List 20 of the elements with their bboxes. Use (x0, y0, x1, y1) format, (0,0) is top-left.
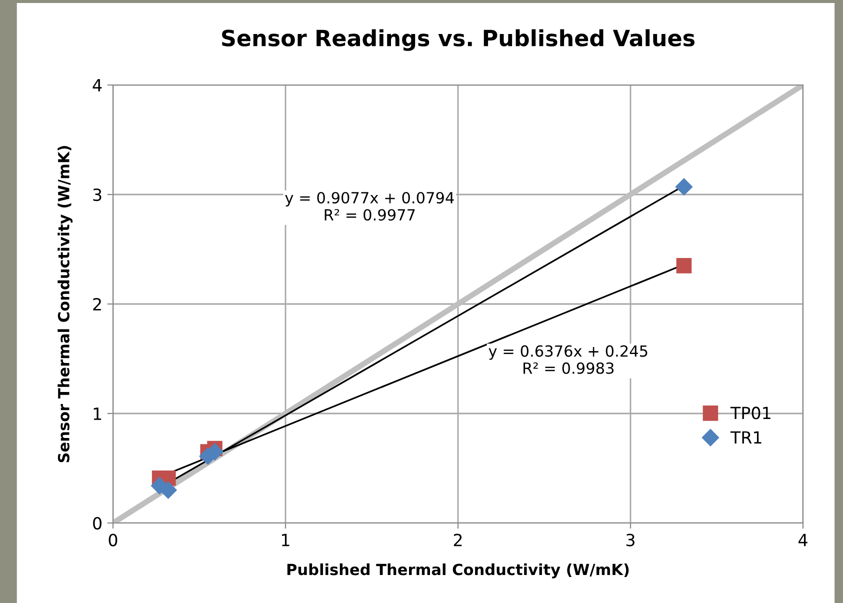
chart-title: Sensor Readings vs. Published Values (222, 29, 694, 51)
y-tick-label: 4 (92, 79, 102, 92)
x-tick-label: 4 (798, 534, 808, 546)
legend-label: TP01 (730, 406, 770, 420)
x-axis-title: Published Thermal Conductivity (W/mK) (287, 563, 629, 578)
x-tick-label: 1 (282, 534, 290, 546)
point (675, 178, 693, 196)
annotation: y = 0.9077x + 0.0794 R² = 0.9977 (285, 192, 454, 221)
y-axis-title: Sensor Thermal Conductivity (W/mK) (58, 146, 73, 462)
y-tick-label: 0 (93, 516, 102, 530)
x-tick-label: 2 (454, 534, 462, 546)
x-tick-label: 3 (626, 534, 634, 546)
y-tick-label: 1 (94, 408, 102, 420)
y-tick-label: 2 (93, 298, 101, 310)
x-tick-label: 0 (108, 534, 118, 546)
annotation: y = 0.6376x + 0.245 R² = 0.9983 (488, 345, 648, 374)
point (160, 482, 177, 499)
y-tick-label: 3 (93, 188, 102, 202)
point (676, 258, 692, 274)
legend-label: TR1 (730, 431, 762, 444)
